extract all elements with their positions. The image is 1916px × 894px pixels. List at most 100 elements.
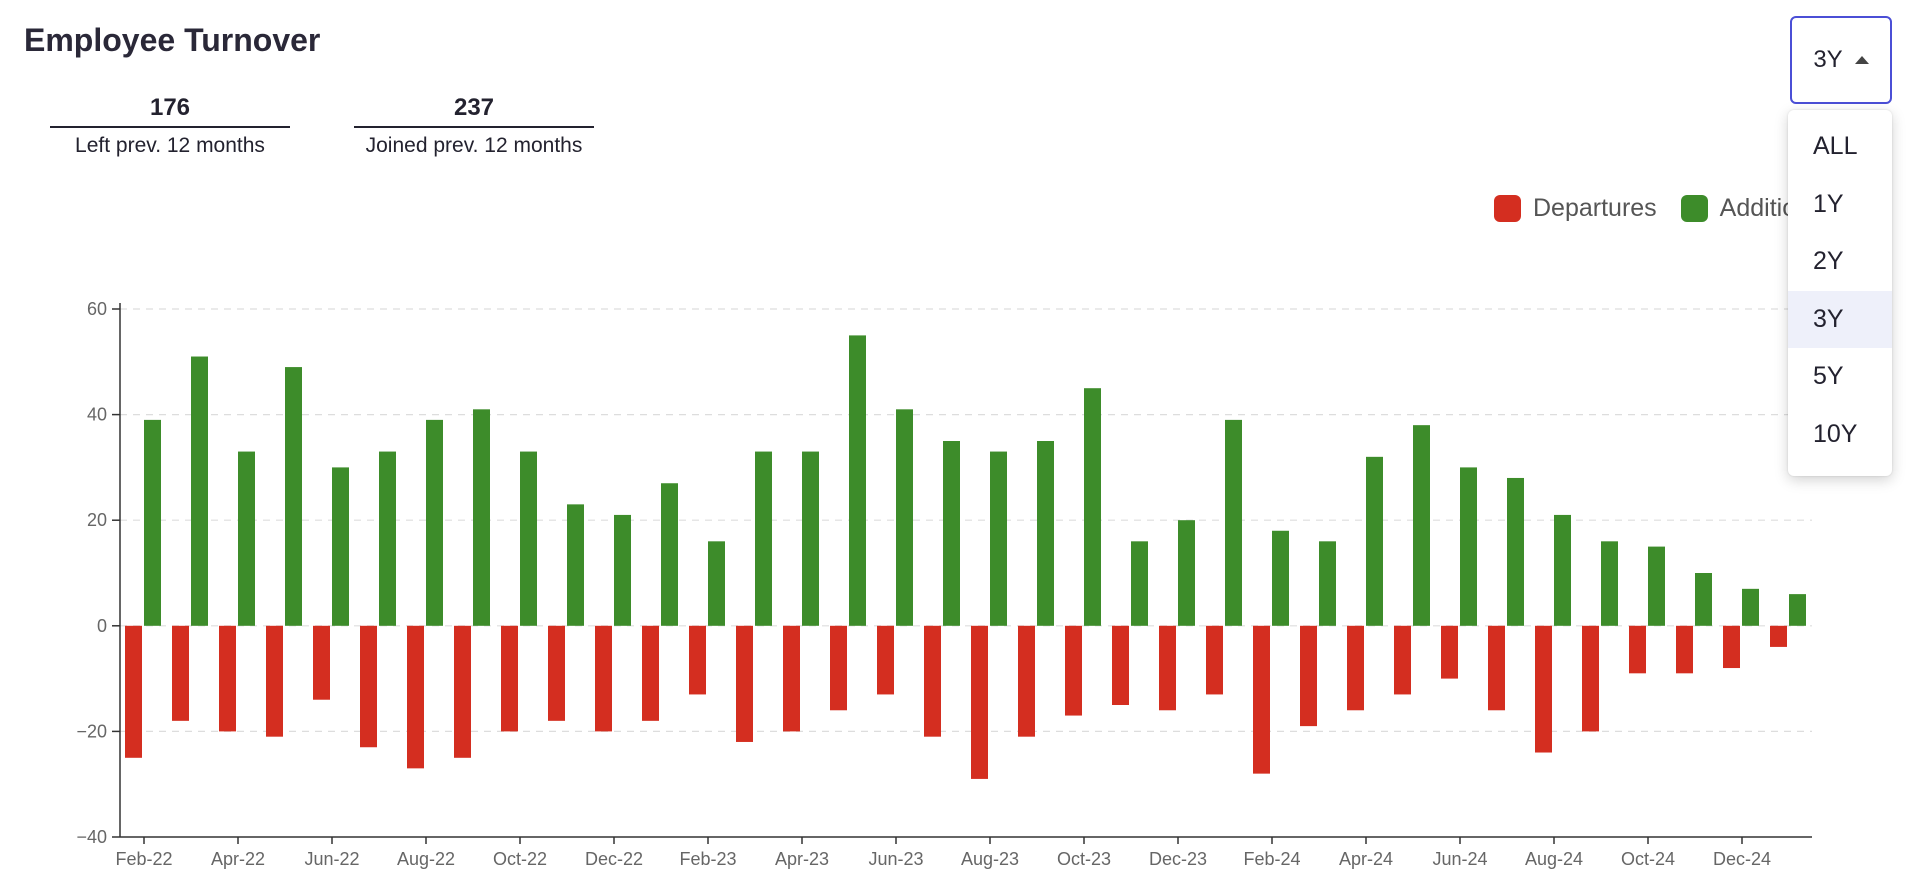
y-tick-label: 20 — [87, 510, 107, 530]
departures-bar — [125, 625, 142, 758]
y-tick-label: 60 — [87, 299, 107, 319]
range-option-5y[interactable]: 5Y — [1813, 362, 1844, 390]
departures-bar — [1676, 625, 1693, 674]
stat-joined-prev-12-months: 237 Joined prev. 12 months — [354, 94, 594, 158]
x-tick-label: Apr-24 — [1339, 849, 1393, 869]
departures-bar — [736, 625, 753, 742]
additions-bar — [426, 419, 443, 626]
x-tick-label: Dec-24 — [1713, 849, 1771, 869]
additions-bar — [520, 451, 537, 626]
additions-bar — [990, 451, 1007, 626]
additions-bar — [1319, 541, 1336, 626]
additions-bar — [1272, 530, 1289, 626]
stat-label: Left prev. 12 months — [75, 134, 265, 157]
departures-bar — [454, 625, 471, 758]
x-tick-label: Feb-23 — [679, 849, 736, 869]
x-tick-label: Apr-22 — [211, 849, 265, 869]
x-tick-label: Oct-23 — [1057, 849, 1111, 869]
departures-bar — [1065, 625, 1082, 716]
x-tick-label: Oct-22 — [493, 849, 547, 869]
additions-bar — [1178, 520, 1195, 626]
range-select-value: 3Y — [1813, 46, 1843, 73]
additions-bar — [708, 541, 725, 626]
departures-bar — [172, 625, 189, 721]
additions-bar — [1695, 573, 1712, 626]
departures-bar — [971, 625, 988, 779]
departures-bar — [501, 625, 518, 732]
stat-value: 176 — [50, 94, 290, 128]
additions-bar — [1084, 388, 1101, 626]
additions-bar — [661, 483, 678, 626]
range-option-all[interactable]: ALL — [1813, 132, 1858, 160]
departures-bar — [1206, 625, 1223, 695]
x-tick-label: Dec-23 — [1149, 849, 1207, 869]
departures-bar — [877, 625, 894, 695]
page-title: Employee Turnover — [24, 22, 321, 58]
x-tick-label: Jun-24 — [1432, 849, 1487, 869]
departures-bar — [1253, 625, 1270, 774]
stat-value: 237 — [354, 94, 594, 128]
additions-bar — [1413, 425, 1430, 626]
departures-bar — [1394, 625, 1411, 695]
additions-bar — [144, 419, 161, 626]
departures-bar — [1723, 625, 1740, 669]
departures-bar — [360, 625, 377, 748]
additions-bar — [755, 451, 772, 626]
additions-bar — [1131, 541, 1148, 626]
stat-left-prev-12-months: 176 Left prev. 12 months — [50, 94, 290, 158]
departures-bar — [1770, 625, 1787, 647]
departures-bar — [830, 625, 847, 711]
additions-bar — [1554, 514, 1571, 626]
additions-bar — [1225, 419, 1242, 626]
departures-bar — [783, 625, 800, 732]
additions-bar — [943, 441, 960, 626]
legend-label: Departures — [1533, 194, 1657, 222]
range-option-1y[interactable]: 1Y — [1813, 189, 1844, 218]
departures-bar — [1300, 625, 1317, 727]
departures-bar — [1535, 625, 1552, 753]
additions-bar — [238, 451, 255, 626]
additions-bar — [1742, 588, 1759, 626]
additions-bar — [285, 367, 302, 626]
x-tick-label: Jun-22 — [304, 849, 359, 869]
departures-bar — [313, 625, 330, 700]
y-tick-label: −20 — [76, 721, 107, 741]
x-tick-label: Dec-22 — [585, 849, 643, 869]
additions-bar — [1460, 467, 1477, 626]
range-option-3y[interactable]: 3Y — [1788, 290, 1892, 348]
departures-bar — [219, 625, 236, 732]
x-tick-label: Feb-22 — [115, 849, 172, 869]
x-tick-label: Jun-23 — [868, 849, 923, 869]
additions-bar — [191, 356, 208, 626]
additions-bar — [1507, 477, 1524, 626]
additions-bar — [849, 335, 866, 626]
additions-bar — [1648, 546, 1665, 626]
departures-bar — [1582, 625, 1599, 732]
additions-bar — [1789, 594, 1806, 626]
departures-bar — [266, 625, 283, 737]
x-tick-label: Oct-24 — [1621, 849, 1675, 869]
departures-bar — [595, 625, 612, 732]
additions-bar — [567, 504, 584, 626]
departures-bar — [1159, 625, 1176, 711]
additions-bar — [802, 451, 819, 626]
stat-label: Joined prev. 12 months — [365, 134, 583, 157]
x-tick-label: Apr-23 — [775, 849, 829, 869]
range-option-2y[interactable]: 2Y — [1813, 247, 1844, 275]
range-select-button[interactable]: 3Y — [1790, 16, 1892, 104]
departures-bar — [689, 625, 706, 695]
additions-bar — [332, 467, 349, 626]
departures-bar — [1112, 625, 1129, 705]
additions-bar — [1601, 541, 1618, 626]
additions-bar — [614, 514, 631, 626]
additions-bar — [379, 451, 396, 626]
legend-item-departures[interactable]: Departures — [1494, 194, 1657, 223]
legend-swatch-additions — [1680, 195, 1708, 222]
x-tick-label: Aug-24 — [1525, 849, 1583, 869]
departures-bar — [1347, 625, 1364, 711]
additions-bar — [896, 409, 913, 626]
range-option-10y[interactable]: 10Y — [1813, 419, 1858, 448]
additions-bar — [1366, 456, 1383, 626]
x-tick-label: Aug-22 — [397, 849, 455, 869]
departures-bar — [548, 625, 565, 721]
